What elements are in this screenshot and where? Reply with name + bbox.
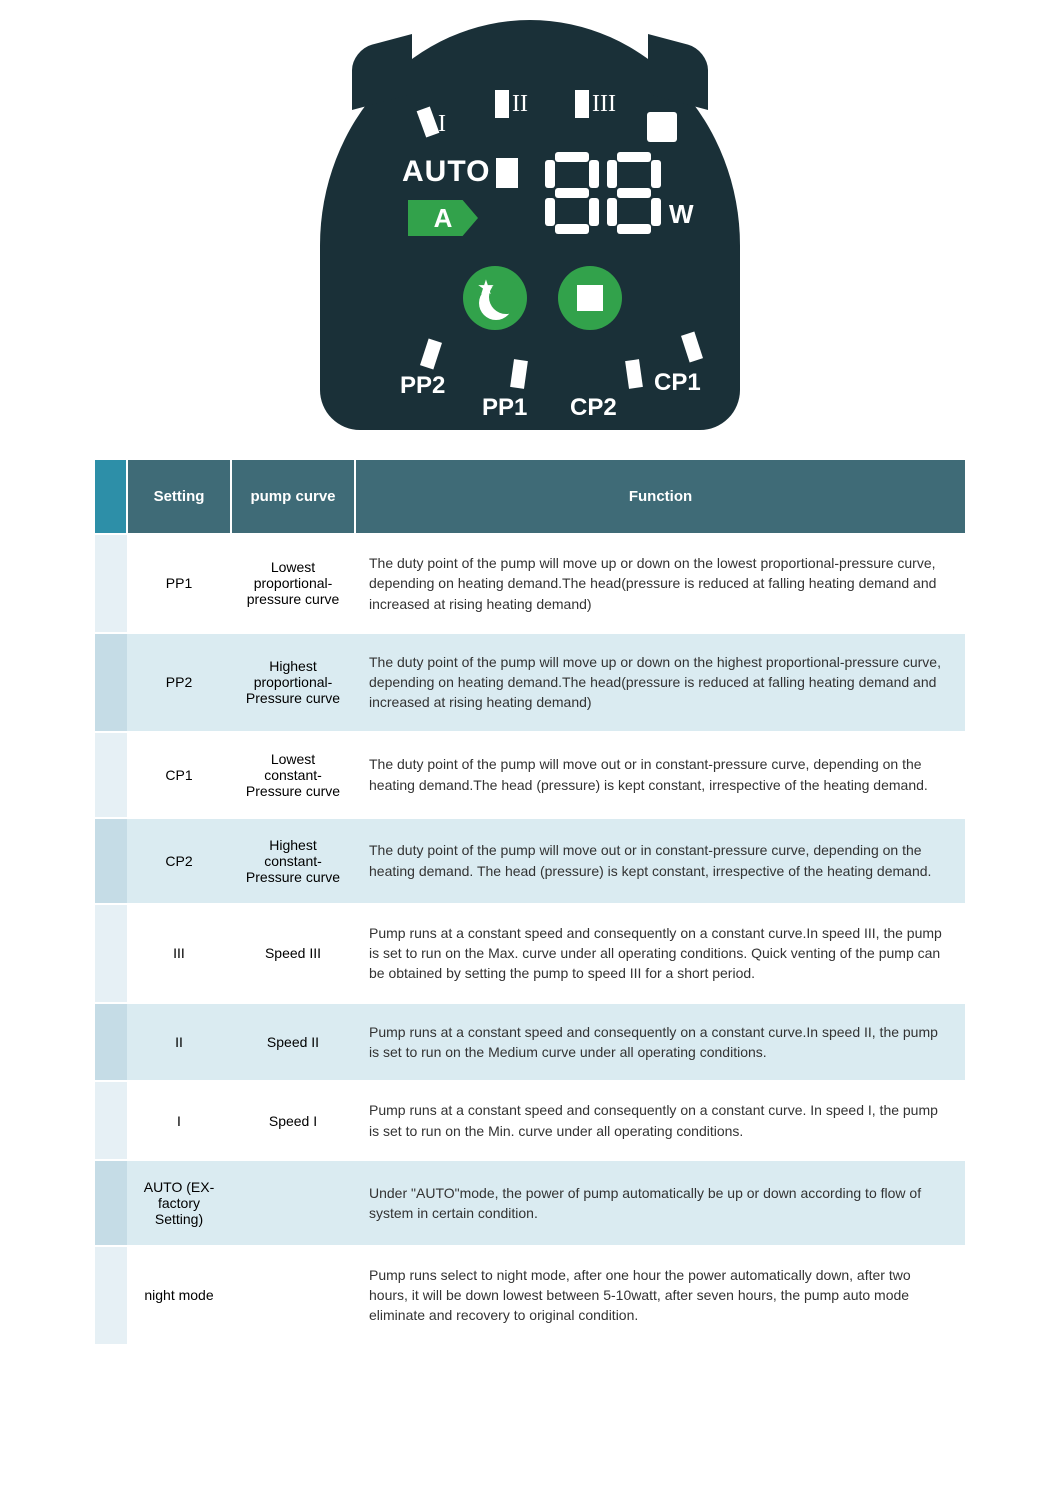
cell-setting: CP1 — [127, 732, 231, 818]
speed-1-label: I — [438, 111, 446, 138]
row-lead-cell — [95, 818, 127, 904]
cell-curve: Lowest proportional-pressure curve — [231, 534, 355, 633]
table-row: AUTO (EX-factory Setting) Under "AUTO"mod… — [95, 1160, 965, 1246]
cell-curve — [231, 1160, 355, 1246]
pp2-label: PP2 — [400, 372, 445, 400]
row-lead-cell — [95, 633, 127, 732]
auto-mode-tag-label: A — [434, 203, 453, 234]
row-lead-cell — [95, 904, 127, 1003]
cell-curve: Lowest constant-Pressure curve — [231, 732, 355, 818]
night-mode-icon: ★ — [463, 266, 527, 330]
cell-function: Pump runs at a constant speed and conseq… — [355, 1003, 965, 1082]
power-readout: W — [545, 152, 694, 234]
cell-setting: III — [127, 904, 231, 1003]
cell-function: Pump runs at a constant speed and conseq… — [355, 1081, 965, 1160]
table-row: PP1Lowest proportional-pressure curveThe… — [95, 534, 965, 633]
settings-table: Setting pump curve Function PP1Lowest pr… — [95, 460, 965, 1344]
row-lead-cell — [95, 1246, 127, 1344]
row-lead-cell — [95, 534, 127, 633]
cell-setting: I — [127, 1081, 231, 1160]
table-row: CP1Lowest constant-Pressure curveThe dut… — [95, 732, 965, 818]
speed-3-indicator — [575, 90, 589, 118]
row-lead-cell — [95, 1081, 127, 1160]
table-header-row: Setting pump curve Function — [95, 460, 965, 534]
cell-setting: night mode — [127, 1246, 231, 1344]
cell-setting: PP1 — [127, 534, 231, 633]
cell-curve: Speed III — [231, 904, 355, 1003]
cell-function: The duty point of the pump will move up … — [355, 633, 965, 732]
stop-icon — [577, 285, 603, 311]
cell-curve: Highest constant-Pressure curve — [231, 818, 355, 904]
cell-curve — [231, 1246, 355, 1344]
cell-setting: PP2 — [127, 633, 231, 732]
auto-indicator — [496, 158, 518, 188]
table-row: IIISpeed IIIPump runs at a constant spee… — [95, 904, 965, 1003]
pp1-label: PP1 — [482, 394, 527, 422]
rotate-icon: ↻ — [647, 112, 677, 142]
speed-3-label: III — [592, 91, 616, 118]
cell-function: The duty point of the pump will move up … — [355, 534, 965, 633]
header-curve: pump curve — [231, 460, 355, 534]
row-lead-cell — [95, 1160, 127, 1246]
cell-setting: CP2 — [127, 818, 231, 904]
speed-2-label: II — [512, 91, 528, 118]
cell-curve: Highest proportional-Pressure curve — [231, 633, 355, 732]
digit-1 — [545, 152, 599, 234]
cell-curve: Speed II — [231, 1003, 355, 1082]
cell-function: The duty point of the pump will move out… — [355, 732, 965, 818]
watt-unit: W — [669, 199, 694, 230]
rotate-glyph: ↻ — [654, 115, 671, 140]
cell-setting: AUTO (EX-factory Setting) — [127, 1160, 231, 1246]
row-lead-cell — [95, 1003, 127, 1082]
cp1-label: CP1 — [654, 369, 701, 397]
cell-setting: II — [127, 1003, 231, 1082]
table-row: ISpeed IPump runs at a constant speed an… — [95, 1081, 965, 1160]
cell-function: The duty point of the pump will move out… — [355, 818, 965, 904]
speed-2-indicator — [495, 90, 509, 118]
cell-function: Pump runs at a constant speed and conseq… — [355, 904, 965, 1003]
table-row: CP2Highest constant-Pressure curveThe du… — [95, 818, 965, 904]
table-row: night mode Pump runs select to night mode… — [95, 1246, 965, 1344]
cp2-label: CP2 — [570, 394, 617, 422]
header-lead-cell — [95, 460, 127, 534]
auto-label: AUTO — [402, 155, 490, 189]
digit-2 — [607, 152, 661, 234]
pump-display: I II III ↻ AUTO A — [0, 20, 1060, 430]
cell-function: Pump runs select to night mode, after on… — [355, 1246, 965, 1344]
row-lead-cell — [95, 732, 127, 818]
cell-function: Under "AUTO"mode, the power of pump auto… — [355, 1160, 965, 1246]
cell-curve: Speed I — [231, 1081, 355, 1160]
header-function: Function — [355, 460, 965, 534]
header-setting: Setting — [127, 460, 231, 534]
table-row: PP2Highest proportional-Pressure curveTh… — [95, 633, 965, 732]
table-row: IISpeed IIPump runs at a constant speed … — [95, 1003, 965, 1082]
night-mode-button[interactable]: ★ — [463, 266, 527, 330]
stop-button[interactable] — [558, 266, 622, 330]
